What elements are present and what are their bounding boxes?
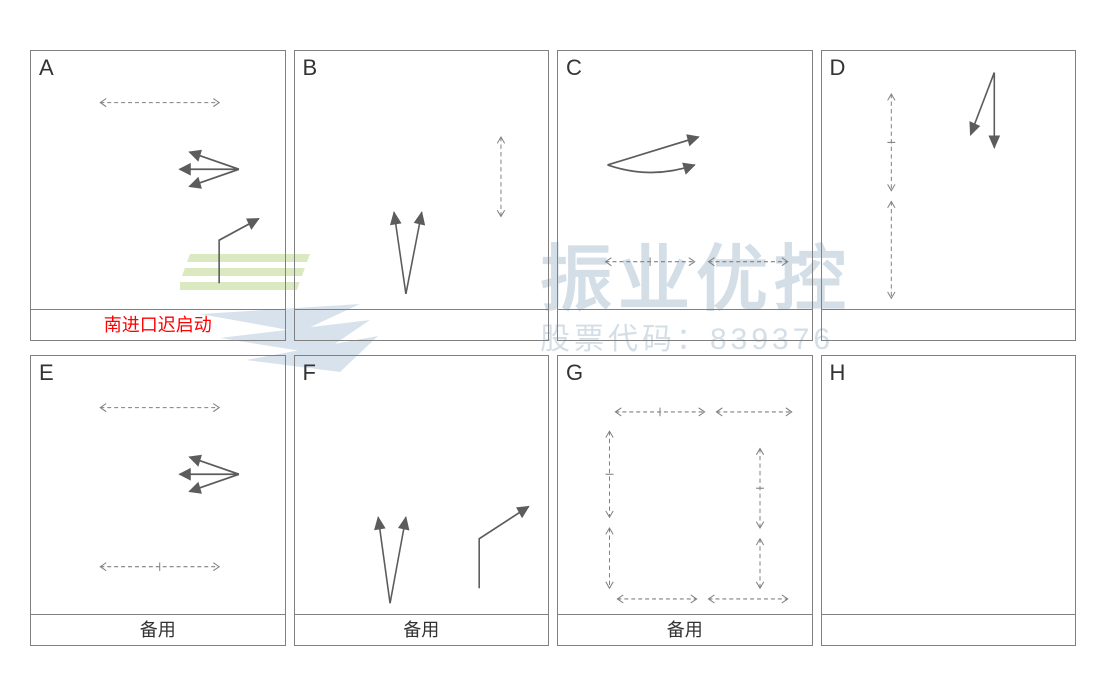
cell-caption: 备用 xyxy=(31,615,285,645)
phase-panel: A xyxy=(31,51,285,310)
phase-panel: E xyxy=(31,356,285,615)
cell-caption: 南进口迟启动 xyxy=(31,310,285,340)
cell-caption: 备用 xyxy=(558,615,812,645)
phase-diagram xyxy=(295,51,549,309)
phase-panel: B xyxy=(295,51,549,310)
phase-panel: C xyxy=(558,51,812,310)
phase-diagram xyxy=(295,356,549,614)
phase-cell-G: G备用 xyxy=(557,355,813,646)
phase-cell-B: B xyxy=(294,50,550,341)
phase-diagram xyxy=(558,356,812,614)
phase-panel: G xyxy=(558,356,812,615)
phase-cell-F: F备用 xyxy=(294,355,550,646)
phase-panel: H xyxy=(822,356,1076,615)
phase-panel: F xyxy=(295,356,549,615)
phase-grid: A南进口迟启动BCDE备用F备用G备用H xyxy=(30,50,1076,646)
cell-caption xyxy=(295,310,549,340)
phase-diagram xyxy=(558,51,812,309)
phase-cell-C: C xyxy=(557,50,813,341)
phase-panel: D xyxy=(822,51,1076,310)
phase-cell-E: E备用 xyxy=(30,355,286,646)
cell-caption xyxy=(822,615,1076,645)
phase-cell-H: H xyxy=(821,355,1077,646)
phase-diagram xyxy=(31,356,285,614)
phase-cell-D: D xyxy=(821,50,1077,341)
phase-diagram xyxy=(31,51,285,309)
phase-diagram xyxy=(822,356,1076,614)
phase-diagram xyxy=(822,51,1076,309)
phase-cell-A: A南进口迟启动 xyxy=(30,50,286,341)
cell-caption xyxy=(822,310,1076,340)
cell-caption: 备用 xyxy=(295,615,549,645)
cell-caption xyxy=(558,310,812,340)
